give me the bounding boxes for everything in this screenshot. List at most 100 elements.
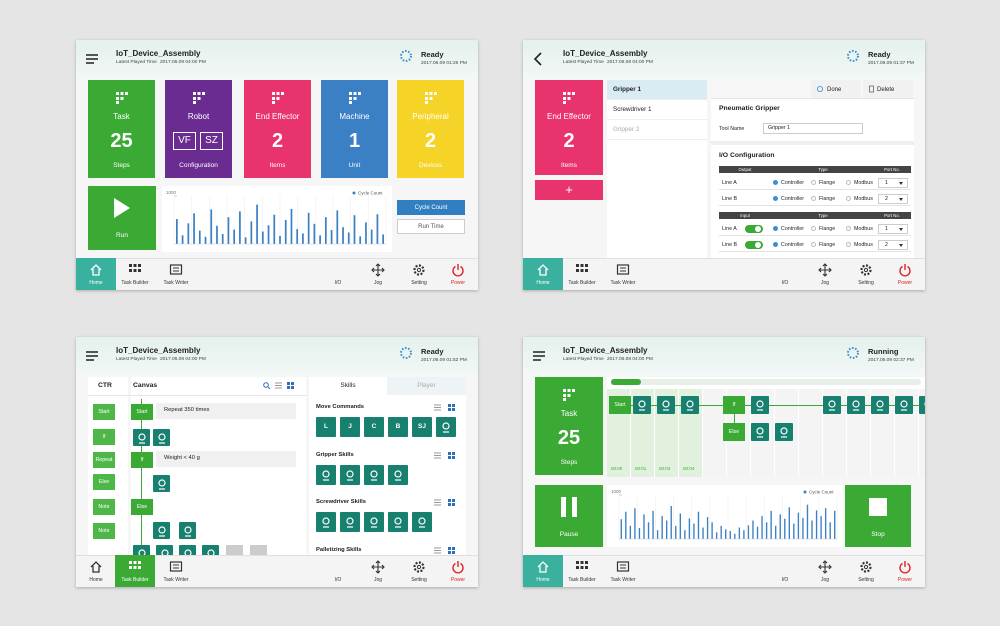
nav-item[interactable]: Home <box>89 280 103 286</box>
nav-item[interactable]: Task Writer <box>610 577 636 583</box>
port-select[interactable] <box>878 178 908 188</box>
flow-node[interactable] <box>723 396 745 414</box>
nav-item[interactable]: I/O <box>334 280 342 286</box>
toggle[interactable] <box>745 241 763 249</box>
nav-item[interactable]: Setting <box>411 577 427 583</box>
ctr-item[interactable] <box>93 429 115 445</box>
nav-item[interactable]: Setting <box>858 280 874 286</box>
tile[interactable] <box>165 80 232 178</box>
nav-item[interactable]: Setting <box>858 577 874 583</box>
nav-item[interactable]: Power <box>450 280 466 286</box>
skill-icon[interactable] <box>340 465 360 485</box>
nav-item[interactable]: Jog <box>373 280 383 286</box>
skill-icon[interactable] <box>388 417 408 437</box>
skill-icon[interactable] <box>751 423 769 441</box>
radio[interactable] <box>846 180 851 185</box>
skill-icon[interactable] <box>364 512 384 532</box>
skill-icon[interactable] <box>847 396 865 414</box>
ctr-item[interactable] <box>93 452 115 468</box>
nav-item[interactable]: Task Writer <box>163 280 189 286</box>
nav-item[interactable]: I/O <box>781 280 789 286</box>
tool-row[interactable] <box>607 100 707 120</box>
nav-item[interactable]: Jog <box>820 280 830 286</box>
skill-icon[interactable] <box>316 417 336 437</box>
nav-item[interactable]: Task Builder <box>568 577 596 583</box>
tool-row[interactable] <box>607 80 707 100</box>
ctr-item[interactable] <box>93 499 115 515</box>
stop-button[interactable] <box>845 485 911 547</box>
nav-item[interactable]: Setting <box>411 280 427 286</box>
radio[interactable] <box>846 226 851 231</box>
skill-icon[interactable] <box>657 396 675 414</box>
skill-icon[interactable] <box>681 396 699 414</box>
tab[interactable]: Canvas <box>133 382 158 389</box>
ctr-item[interactable] <box>93 523 115 539</box>
ctr-item[interactable] <box>93 404 115 420</box>
nav-item[interactable]: Task Builder <box>121 577 149 583</box>
skill-icon[interactable] <box>340 512 360 532</box>
tool-name-input[interactable] <box>763 123 863 134</box>
nav-item[interactable]: Task Builder <box>121 280 149 286</box>
skill-icon[interactable] <box>179 522 196 539</box>
radio[interactable] <box>773 242 778 247</box>
port-select[interactable] <box>878 224 908 234</box>
nav-item[interactable]: Power <box>450 577 466 583</box>
player-tab[interactable] <box>387 377 466 395</box>
tile[interactable] <box>88 80 155 178</box>
nav-item[interactable]: Jog <box>373 577 383 583</box>
tab[interactable]: Skills <box>340 382 356 389</box>
skill-icon[interactable] <box>388 512 408 532</box>
done-button[interactable] <box>811 80 861 98</box>
tile[interactable] <box>535 377 603 475</box>
radio[interactable] <box>846 242 851 247</box>
skill-icon[interactable] <box>340 417 360 437</box>
tile[interactable] <box>397 80 464 178</box>
nav-item[interactable]: Jog <box>820 577 830 583</box>
skill-icon[interactable] <box>316 465 336 485</box>
radio[interactable] <box>811 180 816 185</box>
add-button[interactable] <box>535 180 603 200</box>
nav-item[interactable]: Task Writer <box>610 280 636 286</box>
skill-icon[interactable] <box>153 522 170 539</box>
skill-icon[interactable] <box>388 465 408 485</box>
skill-icon[interactable] <box>412 417 432 437</box>
radio[interactable] <box>773 196 778 201</box>
skill-icon[interactable] <box>436 417 456 437</box>
skill-icon[interactable] <box>823 396 841 414</box>
toggle[interactable] <box>745 225 763 233</box>
skill-icon[interactable] <box>153 429 170 446</box>
nav-item[interactable]: Power <box>897 280 913 286</box>
skill-icon[interactable] <box>751 396 769 414</box>
flow-node[interactable] <box>131 452 153 468</box>
skill-icon[interactable] <box>412 512 432 532</box>
skill-icon[interactable] <box>133 429 150 446</box>
flow-node[interactable] <box>131 404 153 420</box>
tab[interactable]: Player <box>417 382 436 389</box>
cycle-count-button[interactable] <box>397 200 465 215</box>
nav-item[interactable]: Task Builder <box>568 280 596 286</box>
run-time-button[interactable] <box>397 219 465 234</box>
tab[interactable]: CTR <box>98 382 112 389</box>
radio[interactable] <box>811 196 816 201</box>
skill-icon[interactable] <box>633 396 651 414</box>
radio[interactable] <box>811 242 816 247</box>
nav-item[interactable]: I/O <box>781 577 789 583</box>
tile[interactable] <box>244 80 311 178</box>
skill-icon[interactable] <box>775 423 793 441</box>
port-select[interactable] <box>878 240 908 250</box>
delete-button[interactable] <box>863 80 913 98</box>
run-button[interactable] <box>88 186 156 250</box>
nav-item[interactable]: Home <box>536 577 550 583</box>
skill-icon[interactable] <box>316 512 336 532</box>
nav-item[interactable]: Power <box>897 577 913 583</box>
flow-node[interactable] <box>723 423 745 441</box>
nav-item[interactable]: I/O <box>334 577 342 583</box>
radio[interactable] <box>773 226 778 231</box>
skill-icon[interactable] <box>871 396 889 414</box>
nav-item[interactable]: Home <box>536 280 550 286</box>
tool-row[interactable] <box>607 120 707 140</box>
flow-node[interactable] <box>609 396 631 414</box>
tile[interactable] <box>321 80 388 178</box>
flow-node[interactable] <box>131 499 153 515</box>
ctr-item[interactable] <box>93 474 115 490</box>
